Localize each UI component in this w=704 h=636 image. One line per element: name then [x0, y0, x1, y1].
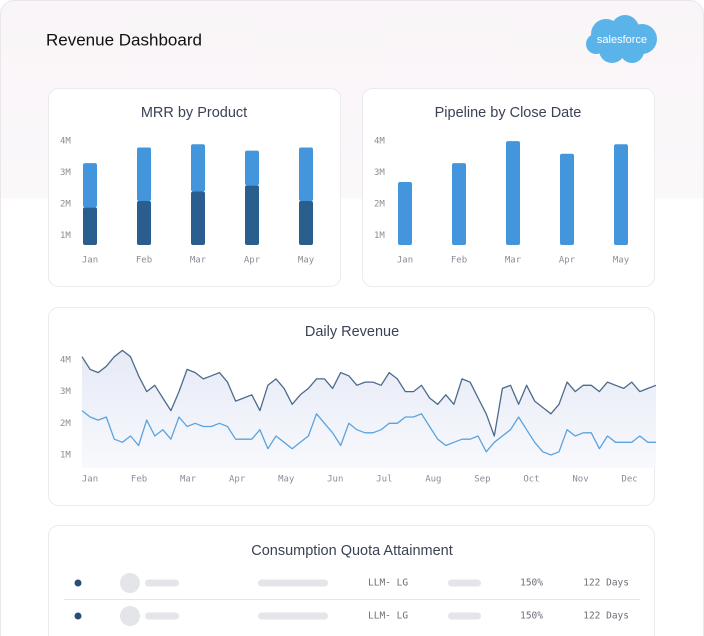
page-title: Revenue Dashboard	[46, 30, 202, 49]
placeholder	[145, 612, 179, 620]
x-tick-label: Jun	[327, 475, 343, 485]
x-tick-label: Apr	[559, 256, 576, 266]
cell: 150%	[520, 611, 543, 622]
y-tick-label: 1M	[374, 231, 385, 241]
x-tick-label: Feb	[131, 475, 147, 485]
y-tick-label: 2M	[374, 200, 385, 210]
y-tick-label: 3M	[60, 168, 71, 178]
x-tick-label: Mar	[505, 256, 522, 266]
bar	[560, 153, 574, 245]
x-tick-label: Apr	[229, 475, 246, 485]
cell: 122 Days	[583, 578, 629, 589]
bar-segment	[137, 147, 151, 201]
chart-title: Daily Revenue	[305, 324, 399, 340]
bar-segment	[191, 144, 205, 192]
x-tick-label: Nov	[572, 475, 588, 485]
x-tick-label: Jan	[82, 475, 98, 485]
placeholder	[145, 579, 179, 587]
x-tick-label: Feb	[451, 256, 467, 266]
bar-segment	[83, 163, 97, 208]
bar	[398, 182, 412, 245]
bar	[614, 144, 628, 245]
line	[81, 349, 657, 437]
cell: LLM- LG	[368, 578, 408, 589]
bar-segment	[191, 191, 205, 245]
x-tick-label: Sep	[474, 475, 490, 485]
bar-segment	[83, 207, 97, 245]
y-tick-label: 1M	[60, 231, 71, 241]
bar-segment	[299, 200, 313, 245]
bar	[506, 141, 520, 245]
y-tick-label: 4M	[374, 137, 385, 147]
placeholder	[258, 612, 328, 620]
x-tick-label: Dec	[621, 475, 637, 485]
chart-title: MRR by Product	[141, 105, 247, 121]
y-tick-label: 4M	[60, 137, 71, 147]
y-tick-label: 2M	[60, 200, 71, 210]
bar-segment	[245, 185, 259, 245]
x-tick-label: Mar	[180, 475, 197, 485]
x-tick-label: Oct	[523, 475, 539, 485]
x-tick-label: May	[613, 256, 630, 266]
bar	[452, 163, 466, 245]
table-title: Consumption Quota Attainment	[251, 543, 453, 559]
x-tick-label: Mar	[190, 256, 207, 266]
card	[48, 525, 655, 636]
x-tick-label: May	[278, 475, 295, 485]
y-tick-label: 3M	[60, 387, 71, 397]
x-tick-label: Feb	[136, 256, 152, 266]
bar-segment	[299, 147, 313, 201]
y-tick-label: 1M	[60, 451, 71, 461]
x-tick-label: Jan	[397, 256, 413, 266]
avatar	[120, 606, 140, 626]
y-tick-label: 2M	[60, 419, 71, 429]
placeholder	[448, 612, 481, 620]
status-dot	[74, 579, 82, 587]
y-tick-label: 3M	[374, 168, 385, 178]
logo: salesforce	[586, 15, 657, 63]
x-tick-label: Apr	[244, 256, 261, 266]
x-tick-label: Jul	[376, 475, 392, 485]
avatar	[120, 573, 140, 593]
status-dot	[74, 612, 82, 620]
area	[82, 350, 656, 468]
cell: 122 Days	[583, 611, 629, 622]
cell: 150%	[520, 578, 543, 589]
chart-title: Pipeline by Close Date	[435, 105, 582, 121]
logo-text: salesforce	[597, 34, 647, 46]
line	[81, 410, 656, 456]
cell: LLM- LG	[368, 611, 408, 622]
x-tick-label: Aug	[425, 475, 441, 485]
x-tick-label: Jan	[82, 256, 98, 266]
placeholder	[448, 579, 481, 587]
bar-segment	[137, 200, 151, 245]
x-tick-label: May	[298, 256, 315, 266]
placeholder	[258, 579, 328, 587]
bar-segment	[245, 150, 259, 186]
y-tick-label: 4M	[60, 355, 71, 365]
